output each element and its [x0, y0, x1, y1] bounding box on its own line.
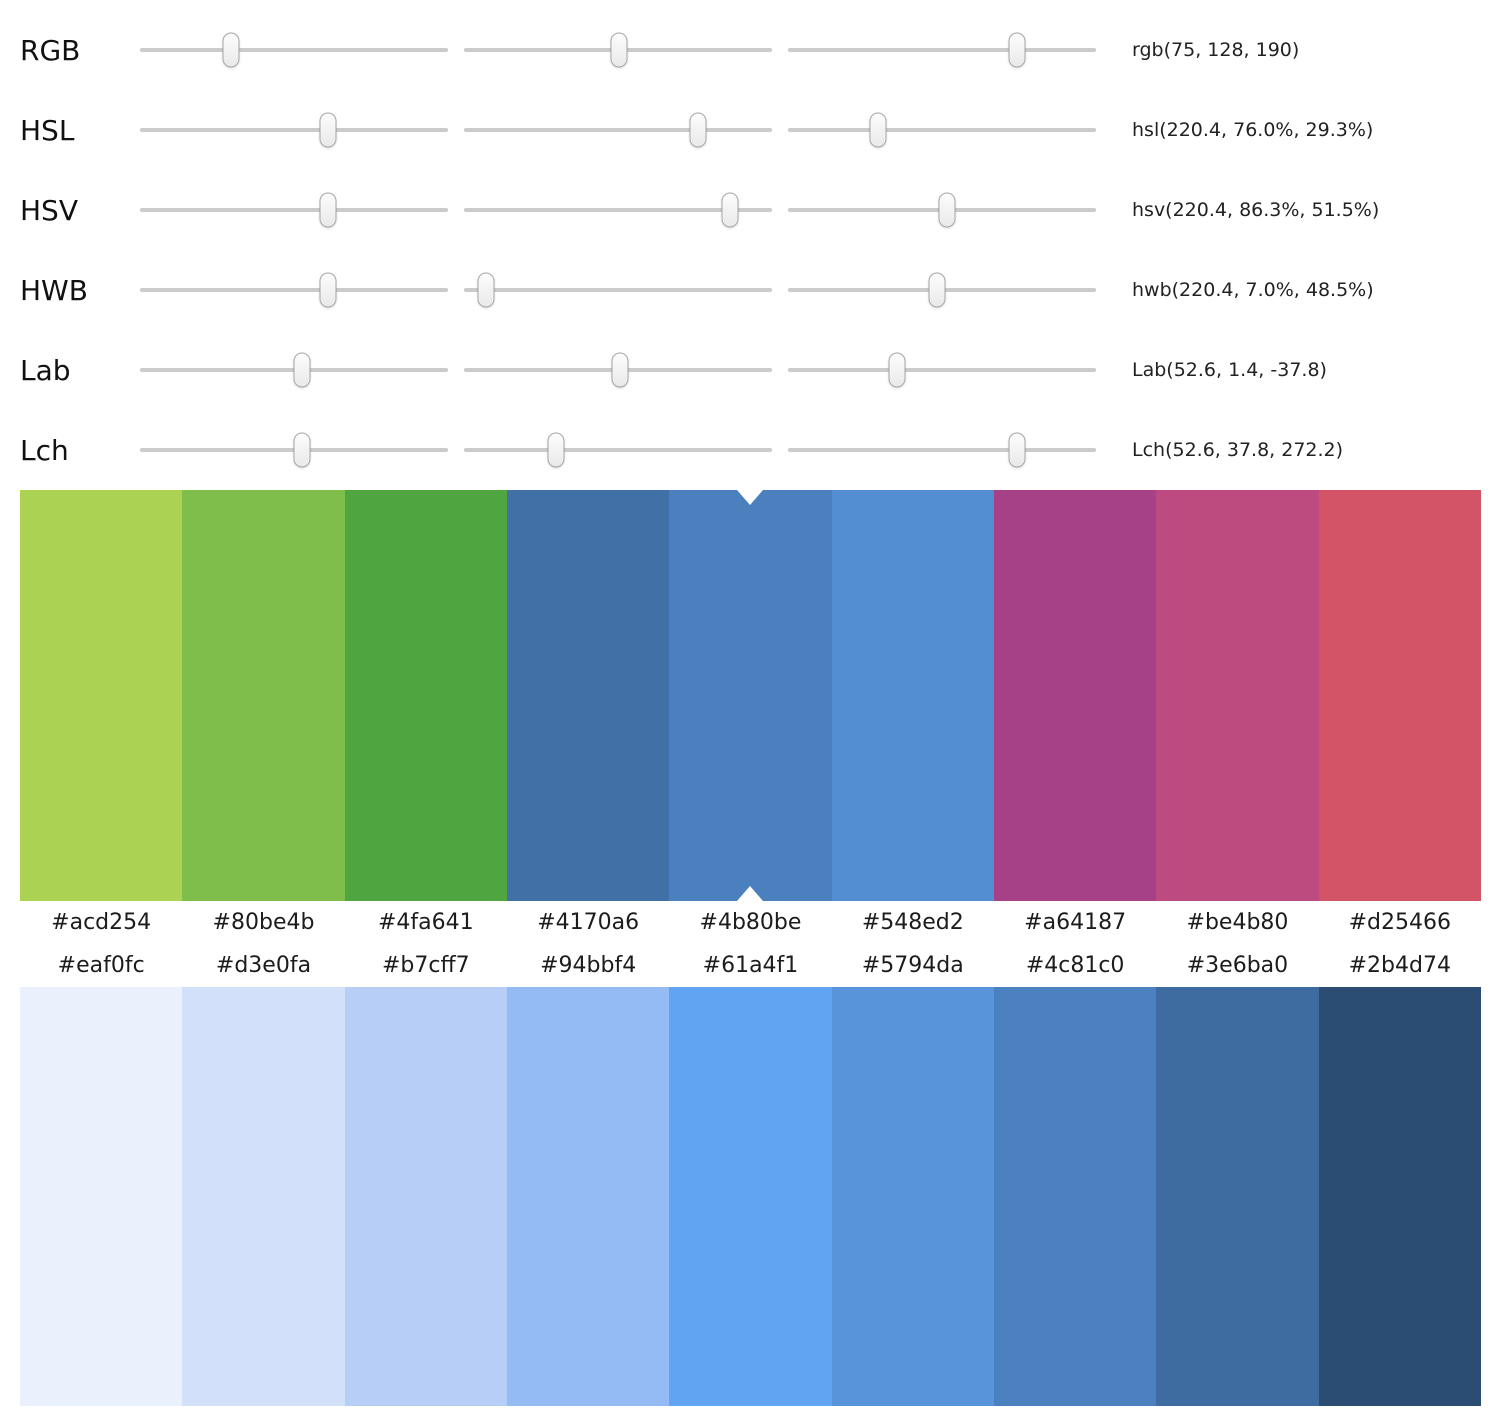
hwb-handle-3[interactable]: [928, 272, 946, 308]
rgb-value: rgb(75, 128, 190): [1132, 39, 1300, 61]
lch-label: Lch: [20, 433, 69, 467]
hsl-handle-1[interactable]: [319, 112, 337, 148]
swatch-hex-label: #b7cff7: [381, 953, 470, 978]
hwb-track-1[interactable]: [140, 272, 448, 308]
slider-row-lch: Lch Lch(52.6, 37.8, 272.2): [20, 410, 1501, 490]
hsl-handle-3[interactable]: [869, 112, 887, 148]
swatch-hex-label: #94bbf4: [540, 953, 637, 978]
swatch-3e6ba0[interactable]: [1156, 987, 1319, 1406]
swatch-hex-label: #80be4b: [212, 910, 315, 935]
swatch-hex-label: #61a4f1: [702, 953, 799, 978]
shade-palette: #eaf0fc #d3e0fa #b7cff7 #94bbf4 #61a4f1 #5794…: [20, 944, 1481, 1406]
rgb-handle-2[interactable]: [610, 32, 628, 68]
swatch-hex-label: #acd254: [51, 910, 152, 935]
swatch-hex-label: #d25466: [1348, 910, 1451, 935]
hsv-handle-1[interactable]: [319, 192, 337, 228]
lab-handle-3[interactable]: [888, 352, 906, 388]
lab-handle-2[interactable]: [611, 352, 629, 388]
hsv-label: HSV: [20, 193, 78, 227]
swatch-d3e0fa[interactable]: [182, 987, 345, 1406]
rgb-label: RGB: [20, 33, 81, 67]
hsv-value: hsv(220.4, 86.3%, 51.5%): [1132, 199, 1380, 221]
hsl-handle-2[interactable]: [689, 112, 707, 148]
swatch-4fa641[interactable]: [344, 490, 507, 901]
swatch-5794da[interactable]: [831, 987, 994, 1406]
swatch-d25466[interactable]: [1318, 490, 1481, 901]
swatch-acd254[interactable]: [20, 490, 183, 901]
swatch-be4b80[interactable]: [1156, 490, 1319, 901]
analogous-palette: #acd254 #80be4b #4fa641 #4170a6 #4b80be #548e…: [20, 490, 1481, 944]
swatch-80be4b[interactable]: [182, 490, 345, 901]
lch-handle-2[interactable]: [547, 432, 565, 468]
lch-track-2[interactable]: [464, 432, 772, 468]
lch-handle-3[interactable]: [1008, 432, 1026, 468]
swatch-a64187[interactable]: [993, 490, 1157, 901]
hwb-handle-1[interactable]: [319, 272, 337, 308]
swatch-hex-label: #548ed2: [861, 910, 964, 935]
swatch-hex-label: #4b80be: [699, 910, 802, 935]
rgb-handle-3[interactable]: [1008, 32, 1026, 68]
hwb-label: HWB: [20, 273, 88, 307]
hsl-value: hsl(220.4, 76.0%, 29.3%): [1132, 119, 1374, 141]
lab-track-3[interactable]: [788, 352, 1096, 388]
swatch-hex-label: #d3e0fa: [215, 953, 312, 978]
selected-swatch-notch-bottom: [737, 886, 764, 901]
swatch-hex-label: #2b4d74: [1348, 953, 1451, 978]
hwb-handle-2[interactable]: [477, 272, 495, 308]
swatch-548ed2[interactable]: [831, 490, 994, 901]
shade-swatch-row: [20, 987, 1481, 1406]
swatch-b7cff7[interactable]: [344, 987, 507, 1406]
hsv-track-2[interactable]: [464, 192, 772, 228]
hwb-track-3[interactable]: [788, 272, 1096, 308]
swatch-hex-label: #4170a6: [537, 910, 640, 935]
lab-value: Lab(52.6, 1.4, -37.8): [1132, 359, 1327, 381]
swatch-hex-label: #4fa641: [377, 910, 474, 935]
rgb-track-1[interactable]: [140, 32, 448, 68]
lab-label: Lab: [20, 353, 71, 387]
hwb-track-2[interactable]: [464, 272, 772, 308]
swatch-hex-label: #be4b80: [1186, 910, 1289, 935]
lch-value: Lch(52.6, 37.8, 272.2): [1132, 439, 1344, 461]
swatch-2b4d74[interactable]: [1318, 987, 1481, 1406]
slider-row-hwb: HWB hwb(220.4, 7.0%, 48.5%): [20, 250, 1501, 330]
swatch-4c81c0[interactable]: [993, 987, 1157, 1406]
slider-row-hsv: HSV hsv(220.4, 86.3%, 51.5%): [20, 170, 1501, 250]
rgb-track-2[interactable]: [464, 32, 772, 68]
color-sliders-panel: RGB rgb(75, 128, 190) HSL hsl(220.4, 76.…: [0, 0, 1501, 490]
lch-track-3[interactable]: [788, 432, 1096, 468]
hsl-track-1[interactable]: [140, 112, 448, 148]
analogous-label-row: #acd254 #80be4b #4fa641 #4170a6 #4b80be #548e…: [20, 901, 1481, 944]
lab-track-1[interactable]: [140, 352, 448, 388]
hsv-handle-3[interactable]: [938, 192, 956, 228]
swatch-61a4f1[interactable]: [669, 987, 832, 1406]
swatch-eaf0fc[interactable]: [20, 987, 183, 1406]
hsv-handle-2[interactable]: [721, 192, 739, 228]
slider-row-hsl: HSL hsl(220.4, 76.0%, 29.3%): [20, 90, 1501, 170]
lab-track-2[interactable]: [464, 352, 772, 388]
lch-track-1[interactable]: [140, 432, 448, 468]
hwb-value: hwb(220.4, 7.0%, 48.5%): [1132, 279, 1374, 301]
rgb-handle-1[interactable]: [222, 32, 240, 68]
swatch-4170a6[interactable]: [506, 490, 670, 901]
rgb-track-3[interactable]: [788, 32, 1096, 68]
lch-handle-1[interactable]: [293, 432, 311, 468]
swatch-hex-label: #4c81c0: [1025, 953, 1125, 978]
slider-row-rgb: RGB rgb(75, 128, 190): [20, 10, 1501, 90]
hsl-track-3[interactable]: [788, 112, 1096, 148]
hsl-label: HSL: [20, 113, 75, 147]
hsv-track-3[interactable]: [788, 192, 1096, 228]
swatch-hex-label: #5794da: [861, 953, 964, 978]
lab-handle-1[interactable]: [293, 352, 311, 388]
selected-swatch-notch-top: [737, 490, 764, 505]
hsl-track-2[interactable]: [464, 112, 772, 148]
swatch-hex-label: #3e6ba0: [1186, 953, 1289, 978]
hsv-track-1[interactable]: [140, 192, 448, 228]
swatch-hex-label: #eaf0fc: [57, 953, 145, 978]
swatch-hex-label: #a64187: [1024, 910, 1127, 935]
slider-row-lab: Lab Lab(52.6, 1.4, -37.8): [20, 330, 1501, 410]
shade-label-row: #eaf0fc #d3e0fa #b7cff7 #94bbf4 #61a4f1 #5794…: [20, 944, 1481, 987]
swatch-4b80be[interactable]: [669, 490, 832, 901]
swatch-94bbf4[interactable]: [506, 987, 670, 1406]
analogous-swatch-row: [20, 490, 1481, 901]
